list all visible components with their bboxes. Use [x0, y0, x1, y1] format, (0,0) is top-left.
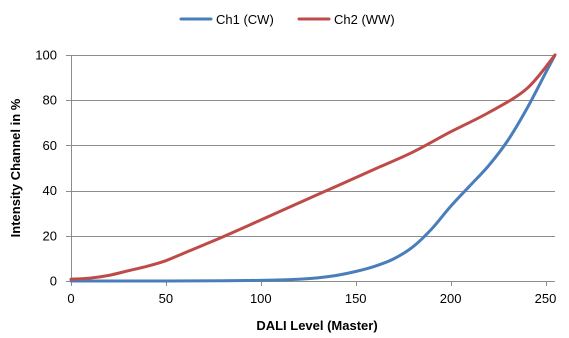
legend: Ch1 (CW) Ch2 (WW) [179, 12, 395, 27]
x-tick-label-50: 50 [159, 291, 173, 306]
y-tick-label-100: 100 [35, 48, 57, 63]
series-line-ch1-cw [69, 53, 557, 283]
y-tick-label-40: 40 [43, 183, 57, 198]
x-axis-title: DALI Level (Master) [256, 318, 377, 333]
y-axis-title: Intensity Channel in % [8, 98, 23, 237]
legend-label-ch2-ww: Ch2 (WW) [334, 12, 395, 27]
series-line-ch2-ww [69, 53, 557, 281]
x-tick-label-150: 150 [345, 291, 367, 306]
x-tick-label-200: 200 [440, 291, 462, 306]
series-lines [69, 53, 557, 283]
gridlines [71, 55, 555, 237]
x-tick-label-0: 0 [67, 291, 74, 306]
y-tick-label-80: 80 [43, 93, 57, 108]
tick-labels: 0 20 40 60 80 100 0 50 100 150 200 250 [35, 48, 556, 307]
legend-label-ch1-cw: Ch1 (CW) [216, 12, 274, 27]
axes [66, 55, 555, 286]
x-tick-label-100: 100 [250, 291, 272, 306]
y-tick-label-0: 0 [50, 274, 57, 289]
x-tick-label-250: 250 [535, 291, 557, 306]
y-tick-label-60: 60 [43, 138, 57, 153]
y-tick-label-20: 20 [43, 228, 57, 243]
